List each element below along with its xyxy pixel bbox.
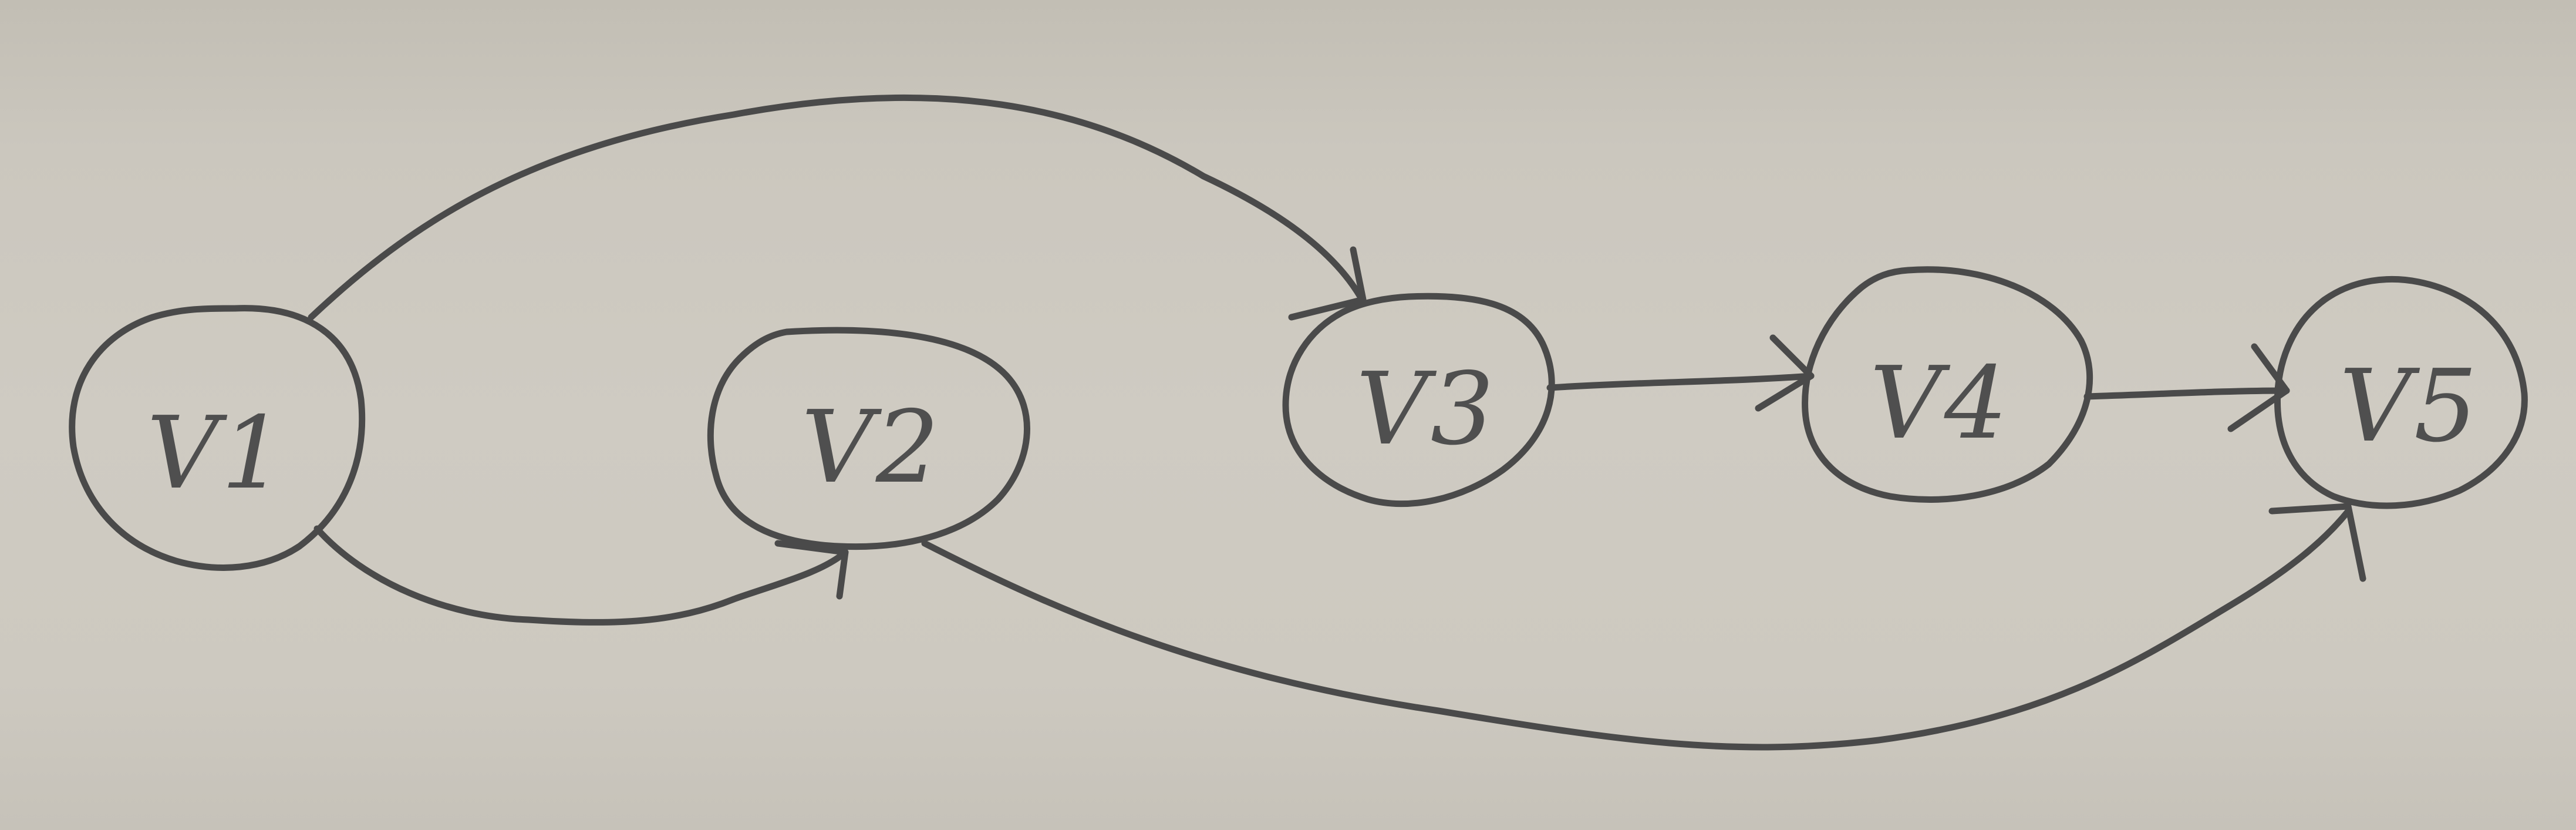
edges <box>308 94 2366 751</box>
edge-v1-v2 <box>313 525 849 626</box>
edge-v2-v5-arrowhead <box>2268 503 2366 582</box>
node-v3-label: V3 <box>1356 351 1496 468</box>
edge-v3-v4-arrowhead <box>1755 334 1815 412</box>
edge-v2-v5-line <box>921 508 2352 751</box>
edge-v1-v2-arrowhead <box>774 540 849 600</box>
node-v5-shape <box>2274 275 2528 509</box>
edge-v1-v3-arrowhead <box>1288 246 1367 321</box>
node-v5: V5 <box>2274 275 2528 509</box>
edge-v2-v5 <box>921 503 2366 751</box>
node-v2-shape <box>707 327 1030 550</box>
node-v2: V2 <box>707 327 1030 550</box>
node-v4: V4 <box>1802 266 2093 503</box>
node-v5-label: V5 <box>2339 348 2480 465</box>
edge-v3-v4 <box>1546 334 1815 412</box>
edge-v1-v3-line <box>308 94 1365 321</box>
edge-v1-v3 <box>308 94 1367 321</box>
node-v3-shape <box>1282 293 1555 508</box>
node-v1: V1 <box>69 305 366 571</box>
edge-v4-v5-line <box>2083 387 2290 400</box>
node-v2-label: V2 <box>801 389 942 506</box>
edge-v4-v5-arrowhead <box>2227 343 2290 432</box>
node-v1-label: V1 <box>147 395 287 512</box>
edge-v3-v4-line <box>1546 372 1815 391</box>
node-v3: V3 <box>1282 293 1555 508</box>
nodes: V1 V2 V3 V4 V5 <box>69 266 2528 571</box>
node-v4-label: V4 <box>1870 345 2010 462</box>
node-v1-shape <box>69 305 366 571</box>
edge-v1-v2-line <box>313 525 849 626</box>
edge-v4-v5 <box>2083 343 2290 432</box>
node-v4-shape <box>1802 266 2093 503</box>
